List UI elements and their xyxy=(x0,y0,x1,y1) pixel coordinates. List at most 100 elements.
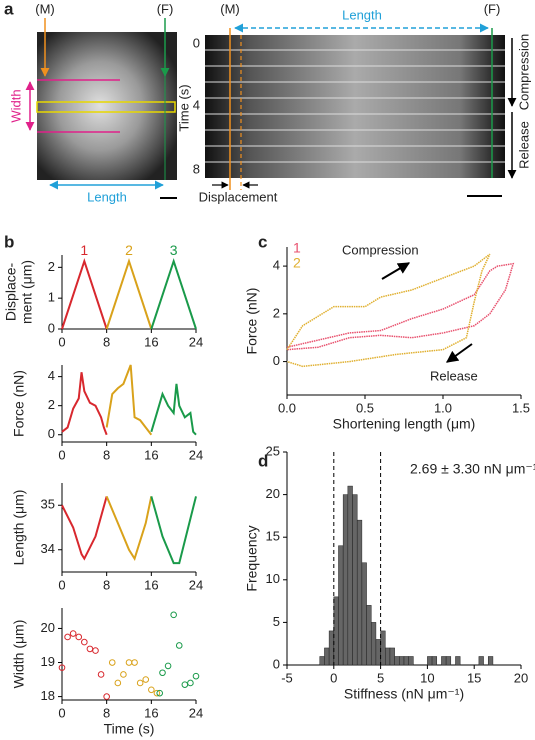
x-tick-label: 8 xyxy=(103,334,110,349)
y-tick-label: 2 xyxy=(48,259,55,274)
y-tick-label: 34 xyxy=(41,541,55,556)
width-label: Width xyxy=(8,89,23,122)
histogram-bar xyxy=(333,596,339,666)
y-tick-label: 0 xyxy=(273,656,280,671)
x-tick-label: 24 xyxy=(189,705,203,720)
x-tick-label: 0.5 xyxy=(356,400,374,415)
y-axis-label: Length (μm) xyxy=(11,490,27,566)
release-label: Release xyxy=(516,121,531,169)
x-tick-label: 16 xyxy=(144,447,158,462)
roi-box xyxy=(36,101,176,113)
histogram-bar xyxy=(356,519,363,666)
displacement-label: Displacement xyxy=(199,189,278,204)
length-label: Length xyxy=(342,7,382,22)
m-label: (M) xyxy=(220,1,240,16)
histogram-bar xyxy=(441,656,447,666)
panel-label: a xyxy=(4,0,14,18)
cell-image xyxy=(37,32,177,180)
y-tick-label: 2 xyxy=(273,305,280,320)
y-tick-label: 20 xyxy=(266,486,280,501)
histogram-bar xyxy=(431,656,438,666)
panel-label: d xyxy=(258,451,268,470)
histogram-bar xyxy=(445,656,452,666)
x-tick-label: 0 xyxy=(58,705,65,720)
data-point xyxy=(64,633,71,641)
histogram-bar xyxy=(427,656,433,666)
histogram-bar xyxy=(328,630,335,666)
panel-label: c xyxy=(258,232,267,251)
series-line xyxy=(286,253,491,368)
data-point xyxy=(181,681,189,688)
histogram-bar xyxy=(352,494,358,666)
compression-label: Compression xyxy=(516,34,531,111)
x-axis-label: Shortening length (μm) xyxy=(333,416,476,432)
x-tick-label: 0 xyxy=(58,447,65,462)
histogram-bar xyxy=(380,630,386,666)
x-tick-label: 10 xyxy=(420,670,434,685)
data-point xyxy=(131,659,138,666)
histogram-bar xyxy=(408,656,414,666)
histogram-bar xyxy=(342,494,349,666)
y-axis-label: ment (μm) xyxy=(19,260,35,324)
data-point xyxy=(192,672,200,680)
x-tick-label: 15 xyxy=(467,670,481,685)
y-tick-label: 15 xyxy=(266,529,280,544)
data-point xyxy=(108,659,116,666)
y-axis-label: Force (nN) xyxy=(244,288,260,355)
histogram-bar xyxy=(361,562,367,666)
x-axis-label: Time (s) xyxy=(104,721,155,737)
data-point xyxy=(120,671,127,678)
y-tick-label: 0 xyxy=(48,320,55,335)
histogram-bar xyxy=(324,647,330,666)
data-point xyxy=(58,664,66,671)
y-tick-label: 25 xyxy=(266,443,280,458)
legend-label: 2 xyxy=(293,255,301,271)
time-tick: 4 xyxy=(193,97,200,112)
y-axis-label: Frequency xyxy=(244,525,260,591)
x-tick-label: 8 xyxy=(103,705,110,720)
series-line xyxy=(286,262,515,351)
x-tick-label: 16 xyxy=(144,577,158,592)
x-tick-label: 1.0 xyxy=(434,400,452,415)
annotation: Compression xyxy=(342,242,419,257)
stat-annotation: 2.69 ± 3.30 nN μm⁻¹ xyxy=(410,461,535,477)
y-tick-label: 10 xyxy=(266,571,280,586)
histogram-bar xyxy=(338,545,344,666)
series-line xyxy=(150,257,197,330)
x-tick-label: 24 xyxy=(189,577,203,592)
data-point xyxy=(81,638,88,646)
series-line xyxy=(61,372,108,436)
time-tick: 8 xyxy=(193,161,200,176)
x-tick-label: -5 xyxy=(281,670,293,685)
data-point xyxy=(125,659,133,666)
series-line xyxy=(150,496,197,565)
histogram-bar xyxy=(455,656,461,666)
annotation: Release xyxy=(430,368,478,383)
m-label: (M) xyxy=(35,1,55,16)
data-point xyxy=(159,669,166,677)
annotation-arrow xyxy=(381,262,411,280)
y-axis-label: Displace- xyxy=(3,262,19,321)
kymograph xyxy=(205,35,505,178)
annotation-arrow xyxy=(446,343,473,363)
histogram-bar xyxy=(487,656,494,666)
x-tick-label: 0 xyxy=(58,577,65,592)
y-tick-label: 4 xyxy=(48,368,55,383)
y-tick-label: 20 xyxy=(41,620,55,635)
data-point xyxy=(156,689,164,697)
data-point xyxy=(103,693,110,700)
time-label: Time (s) xyxy=(176,84,191,131)
data-point xyxy=(114,679,122,687)
series-line xyxy=(105,257,153,330)
y-tick-label: 2 xyxy=(48,397,55,412)
panel-label: b xyxy=(4,232,14,251)
panel-a: a Width (M) (F) Length (M) (F) Length Ti… xyxy=(4,0,531,204)
data-point xyxy=(142,676,150,683)
x-tick-label: 16 xyxy=(144,705,158,720)
time-lines xyxy=(205,49,505,163)
y-tick-label: 35 xyxy=(41,497,55,512)
x-tick-label: 24 xyxy=(189,334,203,349)
x-tick-label: 8 xyxy=(103,577,110,592)
f-label: (F) xyxy=(484,1,501,16)
